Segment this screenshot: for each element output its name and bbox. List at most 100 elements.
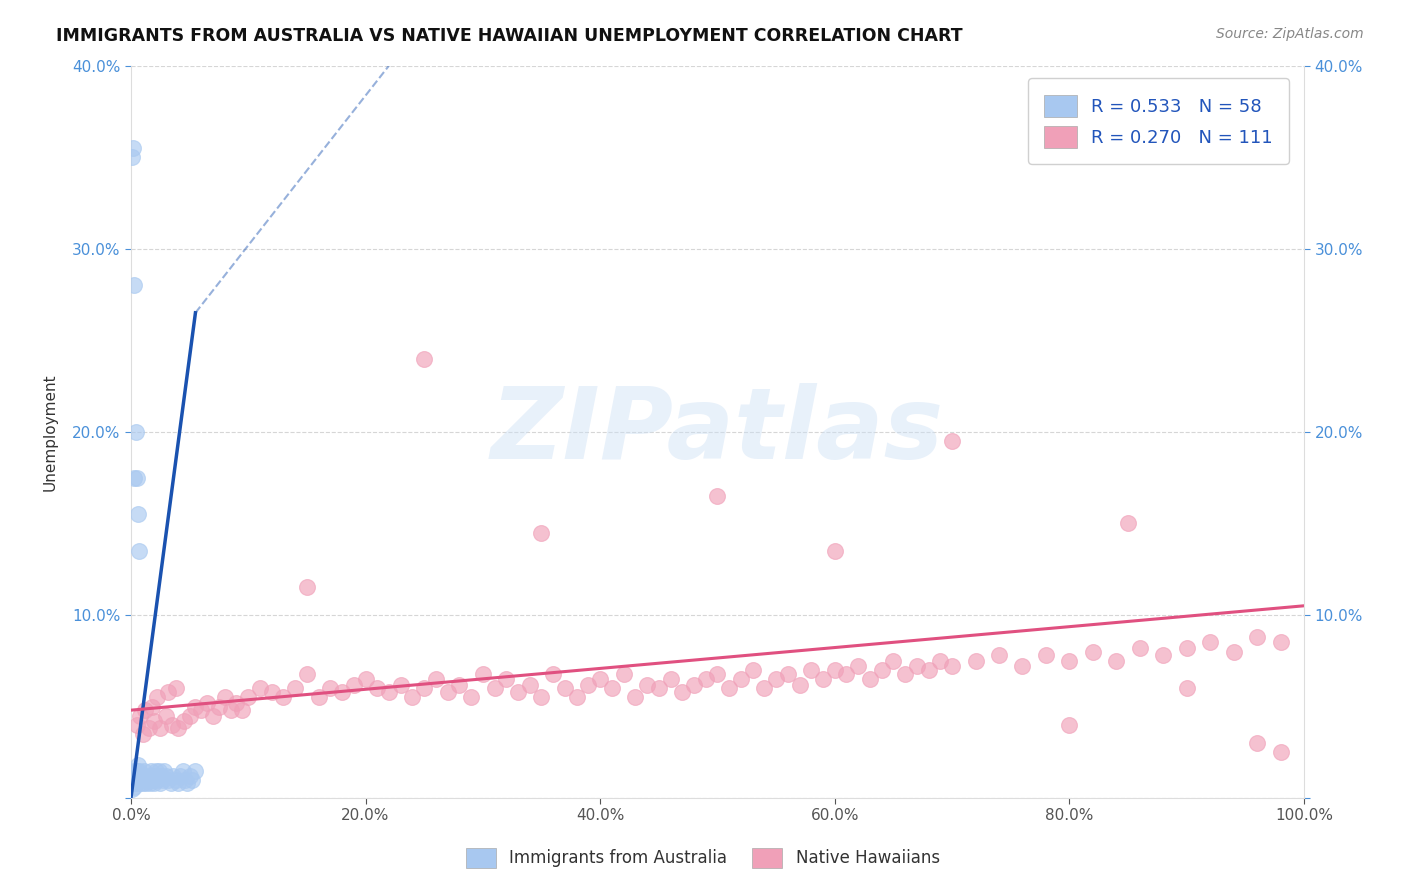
Point: [1011, 659, 1033, 673]
Point: [706, 489, 728, 503]
Legend: Immigrants from Australia, Native Hawaiians: Immigrants from Australia, Native Hawaii…: [460, 841, 946, 875]
Point: [225, 696, 247, 710]
Point: [128, 544, 150, 558]
Point: [138, 722, 160, 736]
Point: [1081, 644, 1104, 658]
Point: [125, 772, 148, 787]
Point: [600, 681, 623, 696]
Point: [389, 677, 412, 691]
Point: [613, 666, 636, 681]
Point: [460, 690, 482, 705]
Point: [125, 470, 148, 484]
Point: [249, 681, 271, 696]
Text: IMMIGRANTS FROM AUSTRALIA VS NATIVE HAWAIIAN UNEMPLOYMENT CORRELATION CHART: IMMIGRANTS FROM AUSTRALIA VS NATIVE HAWA…: [56, 27, 963, 45]
Point: [131, 776, 153, 790]
Point: [284, 681, 307, 696]
Point: [134, 703, 156, 717]
Point: [718, 681, 741, 696]
Point: [1175, 681, 1198, 696]
Point: [132, 764, 155, 778]
Point: [765, 672, 787, 686]
Point: [554, 681, 576, 696]
Point: [530, 525, 553, 540]
Point: [273, 690, 295, 705]
Point: [659, 672, 682, 686]
Point: [495, 672, 517, 686]
Point: [330, 685, 353, 699]
Point: [530, 690, 553, 705]
Point: [122, 776, 145, 790]
Point: [124, 425, 146, 439]
Point: [136, 769, 159, 783]
Point: [1175, 640, 1198, 655]
Point: [238, 690, 260, 705]
Point: [859, 672, 882, 686]
Point: [929, 654, 952, 668]
Point: [965, 654, 987, 668]
Point: [131, 769, 153, 783]
Point: [166, 776, 188, 790]
Point: [941, 434, 963, 448]
Point: [343, 677, 366, 691]
Point: [149, 722, 172, 736]
Point: [124, 278, 146, 293]
Point: [143, 776, 166, 790]
Point: [401, 690, 423, 705]
Point: [589, 672, 612, 686]
Point: [129, 708, 152, 723]
Point: [1199, 635, 1222, 649]
Point: [789, 677, 811, 691]
Point: [124, 772, 146, 787]
Point: [870, 663, 893, 677]
Point: [824, 544, 846, 558]
Point: [260, 685, 283, 699]
Point: [917, 663, 939, 677]
Point: [541, 666, 564, 681]
Point: [436, 685, 458, 699]
Point: [1246, 630, 1268, 644]
Point: [143, 714, 166, 728]
Point: [127, 758, 149, 772]
Point: [160, 718, 183, 732]
Point: [124, 769, 146, 783]
Point: [159, 776, 181, 790]
Point: [449, 677, 471, 691]
Point: [706, 666, 728, 681]
Point: [754, 681, 776, 696]
Text: Source: ZipAtlas.com: Source: ZipAtlas.com: [1216, 27, 1364, 41]
Point: [176, 776, 198, 790]
Point: [172, 764, 194, 778]
Point: [471, 666, 494, 681]
Point: [148, 764, 170, 778]
Point: [425, 672, 447, 686]
Point: [142, 769, 165, 783]
Point: [166, 722, 188, 736]
Point: [941, 659, 963, 673]
Point: [741, 663, 763, 677]
Point: [139, 764, 162, 778]
Point: [145, 764, 167, 778]
Point: [1059, 654, 1081, 668]
Point: [146, 769, 169, 783]
Point: [208, 699, 231, 714]
Point: [141, 699, 163, 714]
Point: [484, 681, 506, 696]
Point: [811, 672, 834, 686]
Point: [190, 703, 212, 717]
Point: [506, 685, 529, 699]
Point: [671, 685, 693, 699]
Point: [179, 769, 201, 783]
Point: [155, 708, 177, 723]
Point: [1222, 644, 1244, 658]
Point: [683, 677, 706, 691]
Point: [219, 703, 242, 717]
Point: [319, 681, 342, 696]
Point: [1270, 635, 1292, 649]
Point: [173, 772, 195, 787]
Point: [152, 764, 174, 778]
Point: [295, 581, 318, 595]
Point: [624, 690, 647, 705]
Point: [695, 672, 717, 686]
Point: [846, 659, 869, 673]
Point: [1152, 648, 1174, 663]
